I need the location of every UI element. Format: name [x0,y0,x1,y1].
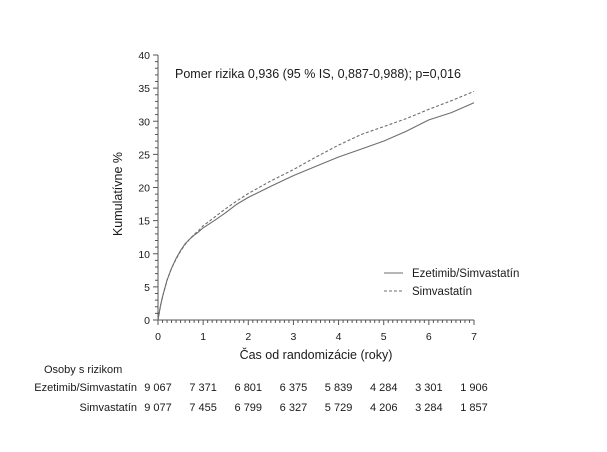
risk-row-label: Simvastatín [80,402,137,414]
risk-cell: 6 327 [280,402,308,414]
y-tick-label: 35 [138,83,150,95]
x-tick-label: 6 [426,331,432,343]
y-tick-label: 40 [138,50,150,62]
risk-cell: 9 077 [144,402,172,414]
x-tick-label: 2 [245,331,251,343]
x-tick-label: 3 [291,331,297,343]
x-tick-label: 7 [471,331,477,343]
risk-cell: 6 801 [235,382,263,394]
series-line-simvastatin [157,90,475,321]
risk-cell: 4 206 [370,402,398,414]
y-tick-label: 20 [138,183,150,195]
risk-cell: 1 857 [460,402,488,414]
risk-table-title: Osoby s rizikom [44,364,122,376]
hazard-ratio-annotation: Pomer rizika 0,936 (95 % IS, 0,887-0,988… [175,67,461,81]
y-tick-label: 15 [138,216,150,228]
risk-cell: 5 729 [325,402,353,414]
risk-cell: 4 284 [370,382,398,394]
risk-cell: 3 284 [415,402,443,414]
risk-cell: 6 375 [280,382,308,394]
y-tick-label: 30 [138,116,150,128]
y-tick-label: 25 [138,149,150,161]
legend-label: Ezetimib/Simvastatín [412,268,519,280]
x-tick-label: 5 [381,331,387,343]
risk-cell: 5 839 [325,382,353,394]
risk-cell: 6 799 [235,402,263,414]
y-tick-label: 5 [144,282,150,294]
risk-cell: 3 301 [415,382,443,394]
risk-row-label: Ezetimib/Simvastatín [34,382,137,394]
y-axis-title: Kumulatívne % [111,152,125,236]
x-axis-title: Čas od randomizácie (roky) [240,347,393,362]
x-tick-label: 1 [200,331,206,343]
y-tick-label: 10 [138,249,150,261]
y-tick-label: 0 [144,315,150,327]
risk-cell: 1 906 [460,382,488,394]
x-tick-label: 4 [336,331,342,343]
risk-cell: 9 067 [144,382,172,394]
risk-cell: 7 455 [189,402,217,414]
x-tick-label: 0 [155,331,161,343]
risk-cell: 7 371 [189,382,217,394]
legend-label: Simvastatín [412,286,472,298]
